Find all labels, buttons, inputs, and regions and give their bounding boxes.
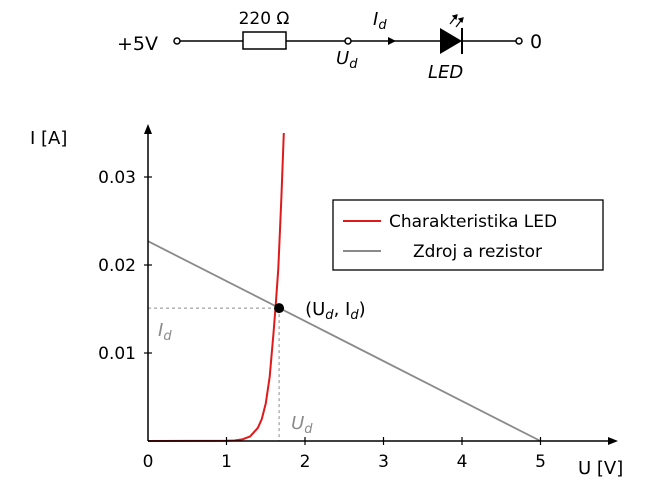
x-axis-arrow <box>608 437 618 445</box>
legend-box <box>332 199 604 271</box>
y-tick-label: 0.02 <box>98 256 136 276</box>
ground-label: 0 <box>530 31 542 53</box>
annotations: (Ud, Id) Id Ud <box>158 299 366 437</box>
led-label: LED <box>428 62 463 83</box>
circuit-schematic: +5V 220 Ω Ud Id LED 0 <box>117 9 542 83</box>
legend: Charakteristika LED Zdroj a rezistor <box>332 199 604 271</box>
y-tick-label: 0.03 <box>98 168 136 188</box>
x-tick-label: 4 <box>457 452 468 472</box>
voltage-guide-label: Ud <box>291 413 313 437</box>
x-tick-label: 3 <box>378 452 389 472</box>
current-label: Id <box>373 9 387 33</box>
source-resistor-line <box>147 240 541 442</box>
led-characteristic-line <box>147 132 285 442</box>
y-tick-label: 0.01 <box>98 344 136 364</box>
resistor <box>242 31 287 50</box>
node-label: Ud <box>336 48 358 72</box>
legend-label: Charakteristika LED <box>389 212 557 232</box>
y-axis-label: I [A] <box>30 128 67 149</box>
x-axis-label: U [V] <box>578 458 623 479</box>
x-tick-label: 2 <box>300 452 311 472</box>
chart: 0 1 2 3 4 5 0.01 0.02 0.03 I [A] U [V] Charakter… <box>30 124 623 479</box>
operating-point-label: (Ud, Id) <box>305 299 366 323</box>
axes <box>144 124 618 445</box>
node-terminal <box>344 37 352 45</box>
supply-label: +5V <box>117 33 158 55</box>
ticks: 0 1 2 3 4 5 0.01 0.02 0.03 <box>98 168 546 472</box>
x-tick-label: 1 <box>221 452 232 472</box>
current-guide-label: Id <box>158 320 172 344</box>
resistor-label: 220 Ω <box>239 9 290 29</box>
operating-point <box>274 303 285 314</box>
current-arrow <box>388 37 396 45</box>
series-layer <box>147 132 541 442</box>
y-axis-arrow <box>144 124 152 134</box>
x-tick-label: 5 <box>535 452 546 472</box>
supply-terminal <box>173 37 181 45</box>
led-symbol <box>440 28 462 54</box>
ground-terminal <box>515 37 523 45</box>
led-light-arrows <box>449 14 464 28</box>
x-tick-label: 0 <box>143 452 154 472</box>
guide-lines <box>148 307 280 441</box>
legend-label: Zdroj a rezistor <box>413 242 542 262</box>
